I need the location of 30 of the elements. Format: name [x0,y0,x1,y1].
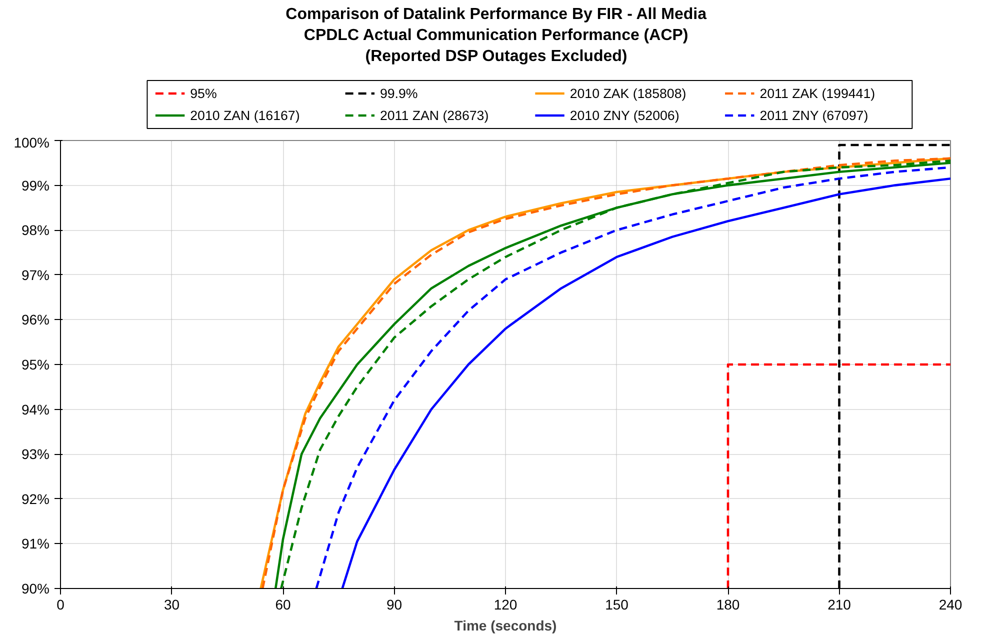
y-tick-label: 90% [21,580,50,596]
x-tick-label: 210 [828,596,852,612]
x-tick-label: 30 [164,596,180,612]
y-tick-label: 99% [21,177,50,194]
y-tick-label: 100% [14,134,50,150]
y-tick-label: 95% [21,356,50,372]
y-tick-label: 94% [21,401,50,418]
y-tick-label: 97% [21,266,50,283]
x-tick-label: 240 [938,596,962,612]
x-axis-title: Time (seconds) [454,618,557,634]
legend-label: 2011 ZNY (67097) [760,108,868,123]
y-tick-label: 91% [21,536,50,552]
legend-label: 99.9% [380,86,418,101]
x-tick-label: 180 [716,596,740,612]
legend-label: 2011 ZAK (199441) [760,86,876,101]
legend-label: 2011 ZAN (28673) [380,108,489,123]
x-tick-label: 0 [56,596,65,612]
y-tick-label: 96% [21,312,50,328]
x-tick-label: 90 [386,596,402,612]
legend-label: 2010 ZAN (16167) [190,108,300,123]
x-tick-label: 150 [605,596,629,612]
y-tick-label: 98% [21,222,50,238]
legend-label: 2010 ZNY (52006) [570,108,680,123]
legend-label: 95% [190,86,217,101]
legend-label: 2010 ZAK (185808) [570,86,686,101]
x-tick-label: 60 [275,596,291,612]
y-tick-label: 92% [21,490,50,507]
y-tick-label: 93% [21,446,50,462]
chart-title: Comparison of Datalink Performance By FIR - All Media CPDLC Actual Communication Performance (ACP) (Reported DSP Outages Excluded) [286,6,707,65]
x-tick-label: 120 [494,596,518,612]
